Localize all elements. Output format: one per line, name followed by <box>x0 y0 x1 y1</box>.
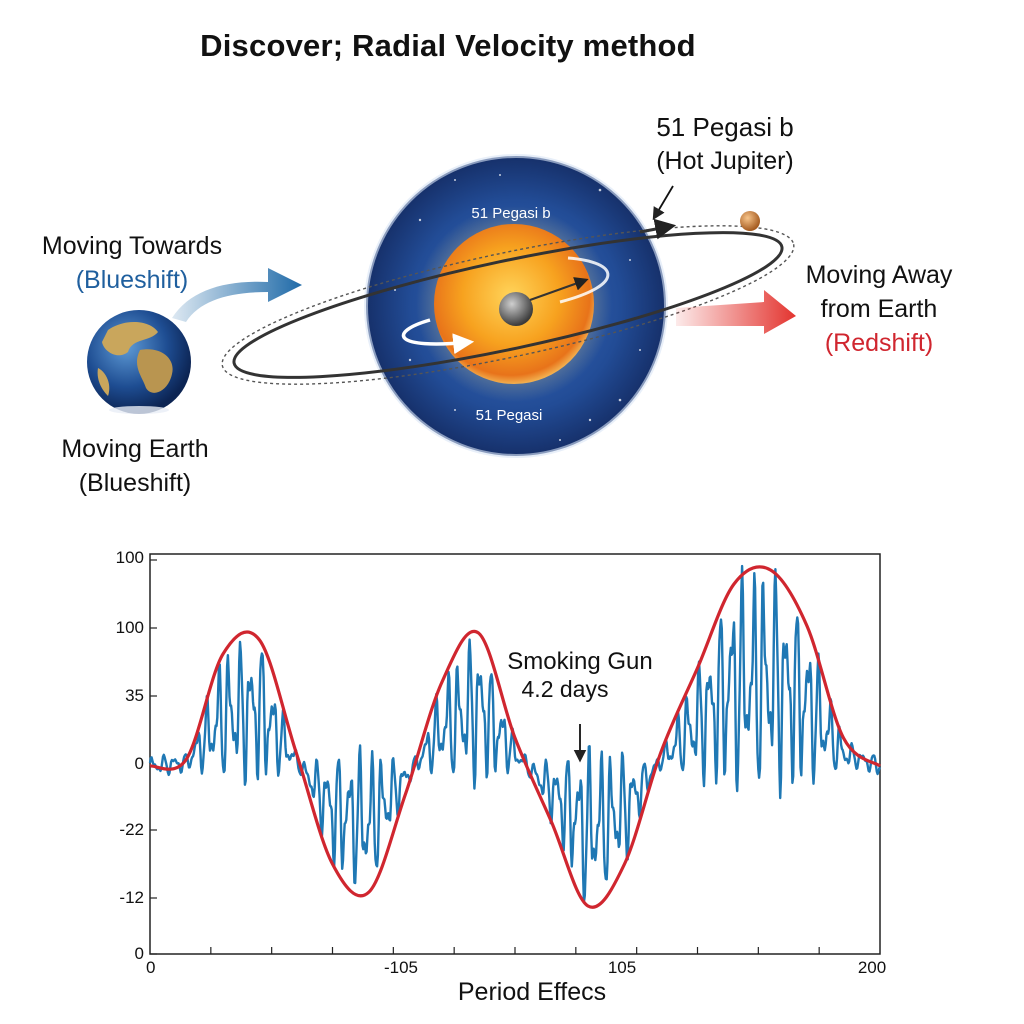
x-tick-label: 200 <box>857 958 887 977</box>
towards-line1: Moving Towards <box>41 232 223 260</box>
planet-transit-icon <box>499 292 533 326</box>
wobble-arc-lower <box>401 318 475 355</box>
planet-subtitle: (Hot Jupiter) <box>656 147 794 175</box>
y-tick-label: 100 <box>115 548 144 567</box>
x-tick-label: 105 <box>607 958 637 977</box>
planet-icon <box>740 211 760 231</box>
towards-line2: (Blueshift) <box>75 266 189 294</box>
away-line3: (Redshift) <box>824 329 934 357</box>
y-tick-label: 0 <box>134 944 144 963</box>
wobble-arc-upper <box>559 256 610 304</box>
planet-label-pointer <box>652 185 674 221</box>
y-tick-label: 35 <box>125 686 144 705</box>
away-line2: from Earth <box>820 295 938 323</box>
away-line1: Moving Away <box>805 261 953 289</box>
towards-label: Moving Towards (Blueshift) <box>12 229 252 297</box>
y-tick-label: -12 <box>119 888 144 907</box>
x-tick-label: -105 <box>383 958 419 977</box>
red-arrow-icon <box>676 290 796 334</box>
red-envelope-line <box>149 565 881 909</box>
y-tick-label: -22 <box>119 820 144 839</box>
planet-motion-arrow <box>529 277 589 301</box>
y-tick-label: 0 <box>134 754 144 773</box>
earth-line1: Moving Earth <box>61 435 209 463</box>
x-tick-label: 0 <box>146 958 156 977</box>
radial-velocity-diagram: 51 Pegasi b 51 Pegasi <box>87 154 796 458</box>
earth-globe-icon <box>87 310 191 414</box>
x-axis-label: Period Effecs <box>457 978 607 1006</box>
blue-arrow-icon <box>172 268 302 322</box>
earth-label: Moving Earth (Blueshift) <box>30 432 240 500</box>
star-top-label: 51 Pegasi b <box>471 205 550 222</box>
outer-orbit-dotted <box>221 225 795 385</box>
blue-signal-line <box>148 564 882 904</box>
star-bottom-label: 51 Pegasi <box>476 407 543 424</box>
earth-line2: (Blueshift) <box>78 469 192 497</box>
annotation-line1: Smoking Gun <box>507 648 653 675</box>
y-tick-marks <box>150 559 157 955</box>
planet-orbit <box>232 231 784 379</box>
y-tick-label: 100 <box>115 618 144 637</box>
annotation-line2: 4.2 days <box>521 676 609 702</box>
chart-frame <box>149 553 881 955</box>
away-label: Moving Away from Earth (Redshift) <box>774 258 984 360</box>
x-tick-marks <box>210 947 820 954</box>
planet-title: 51 Pegasi b <box>656 112 794 142</box>
page-title: Discover; Radial Velocity method <box>200 28 696 63</box>
orbit-direction-arrow <box>639 218 677 240</box>
planet-label: 51 Pegasi b (Hot Jupiter) <box>610 110 840 178</box>
smoking-gun-annotation: Smoking Gun 4.2 days <box>470 648 690 703</box>
